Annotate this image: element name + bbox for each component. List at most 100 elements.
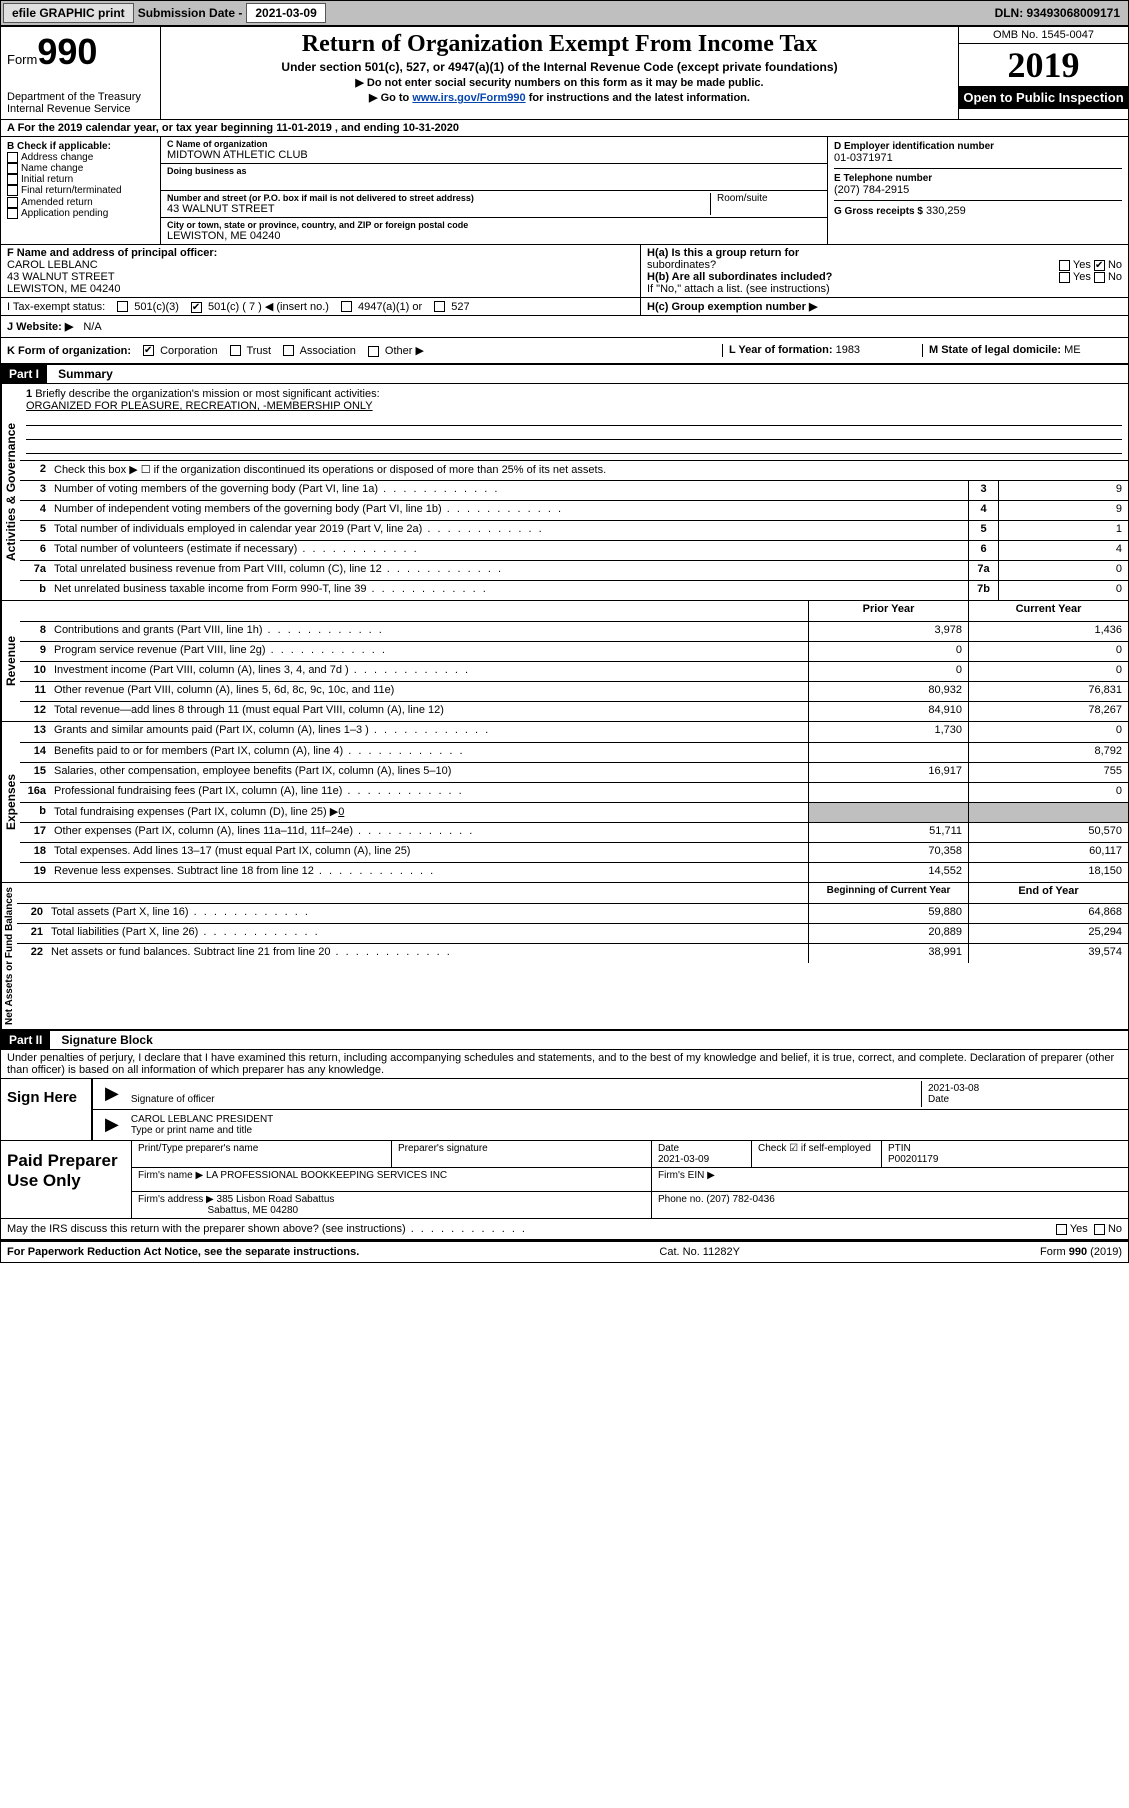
l15: Salaries, other compensation, employee b… <box>50 763 808 782</box>
opt-name-change: Name change <box>21 163 83 174</box>
Ha-no-chk[interactable] <box>1094 260 1105 271</box>
header-row: Form990 Department of the Treasury Inter… <box>1 27 1128 120</box>
I-501c-chk[interactable] <box>191 302 202 313</box>
col-Hc: H(c) Group exemption number ▶ <box>641 298 1128 315</box>
l2: Check this box ▶ ☐ if the organization d… <box>50 461 1128 480</box>
c17: 50,570 <box>968 823 1128 842</box>
K-assoc-chk[interactable] <box>283 345 294 356</box>
p21: 20,889 <box>808 924 968 943</box>
boy-hdr: Beginning of Current Year <box>808 883 968 903</box>
c16a: 0 <box>968 783 1128 802</box>
discuss-no-chk[interactable] <box>1094 1224 1105 1235</box>
arrow-icon: ▶ <box>99 1081 125 1107</box>
K-trust: Trust <box>246 345 271 357</box>
p19: 14,552 <box>808 863 968 882</box>
B-title: B Check if applicable: <box>7 141 154 152</box>
I-527-chk[interactable] <box>434 301 445 312</box>
note2-pre: ▶ Go to <box>369 92 412 104</box>
F-city: LEWISTON, ME 04240 <box>7 283 634 295</box>
l9: Program service revenue (Part VIII, line… <box>50 642 808 661</box>
J-value: N/A <box>83 321 101 333</box>
J-label: J Website: ▶ <box>7 320 73 333</box>
Hb-no: No <box>1108 271 1122 283</box>
part2-header: Part II Signature Block <box>1 1031 1128 1050</box>
chk-name-change[interactable] <box>7 163 18 174</box>
Hb-yes-chk[interactable] <box>1059 272 1070 283</box>
p15: 16,917 <box>808 763 968 782</box>
col-B: B Check if applicable: Address change Na… <box>1 137 161 244</box>
form-ref: Form 990 (2019) <box>1040 1246 1122 1258</box>
firm-phone: (207) 782-0436 <box>706 1194 774 1205</box>
form-number: 990 <box>37 31 97 72</box>
I-501c3-chk[interactable] <box>117 301 128 312</box>
row-IH: I Tax-exempt status: 501(c)(3) 501(c) ( … <box>1 298 1128 316</box>
p14 <box>808 743 968 762</box>
prep-date-val: 2021-03-09 <box>658 1154 709 1165</box>
l11: Other revenue (Part VIII, column (A), li… <box>50 682 808 701</box>
l1-value: ORGANIZED FOR PLEASURE, RECREATION, -MEM… <box>26 400 1122 412</box>
form-990: Form990 Department of the Treasury Inter… <box>0 26 1129 1263</box>
irs-link[interactable]: www.irs.gov/Form990 <box>412 92 525 104</box>
efile-print-button[interactable]: efile GRAPHIC print <box>3 3 134 23</box>
p12: 84,910 <box>808 702 968 721</box>
gross-value: 330,259 <box>926 205 966 217</box>
discuss-label: May the IRS discuss this return with the… <box>7 1223 1056 1235</box>
row-KLM: K Form of organization: Corporation Trus… <box>1 338 1128 365</box>
chk-initial-return[interactable] <box>7 174 18 185</box>
p11: 80,932 <box>808 682 968 701</box>
K-other-chk[interactable] <box>368 346 379 357</box>
discuss-row: May the IRS discuss this return with the… <box>1 1219 1128 1241</box>
Ha-sub: subordinates? <box>647 259 716 271</box>
c21: 25,294 <box>968 924 1128 943</box>
L-value: 1983 <box>836 344 860 356</box>
Hc-label: H(c) Group exemption number ▶ <box>647 301 817 313</box>
l12: Total revenue—add lines 8 through 11 (mu… <box>50 702 808 721</box>
chk-app-pending[interactable] <box>7 208 18 219</box>
dba-row: Doing business as <box>161 164 827 191</box>
opt-final-return: Final return/terminated <box>21 186 122 197</box>
section-BCDE: B Check if applicable: Address change Na… <box>1 137 1128 245</box>
l10: Investment income (Part VIII, column (A)… <box>50 662 808 681</box>
l17: Other expenses (Part IX, column (A), lin… <box>50 823 808 842</box>
c10: 0 <box>968 662 1128 681</box>
ptin-value: P00201179 <box>888 1154 938 1165</box>
cyr-hdr: Current Year <box>968 601 1128 621</box>
l8: Contributions and grants (Part VIII, lin… <box>50 622 808 641</box>
discuss-yes-chk[interactable] <box>1056 1224 1067 1235</box>
c22: 39,574 <box>968 944 1128 963</box>
prep-date-label: Date <box>658 1143 679 1154</box>
header-left: Form990 Department of the Treasury Inter… <box>1 27 161 119</box>
sign-here-row: Sign Here ▶ Signature of officer 2021-03… <box>1 1079 1128 1141</box>
vlabel-expenses: Expenses <box>1 722 20 882</box>
M-label: M State of legal domicile: <box>929 344 1061 356</box>
opt-amended: Amended return <box>21 197 93 208</box>
form-title: Return of Organization Exempt From Incom… <box>167 31 952 58</box>
discuss-yes: Yes <box>1070 1223 1088 1235</box>
Ha-label: H(a) Is this a group return for <box>647 247 799 259</box>
K-trust-chk[interactable] <box>230 345 241 356</box>
chk-amended[interactable] <box>7 197 18 208</box>
col-F: F Name and address of principal officer:… <box>1 245 641 297</box>
chk-final-return[interactable] <box>7 185 18 196</box>
I-4947-chk[interactable] <box>341 301 352 312</box>
sig-date-val: 2021-03-08 <box>928 1083 979 1094</box>
paid-preparer-label: Paid Preparer Use Only <box>1 1141 131 1218</box>
eoy-hdr: End of Year <box>968 883 1128 903</box>
group-expenses: Expenses 13Grants and similar amounts pa… <box>1 722 1128 883</box>
org-name-label: C Name of organization <box>167 139 821 149</box>
F-street: 43 WALNUT STREET <box>7 271 634 283</box>
l18: Total expenses. Add lines 13–17 (must eq… <box>50 843 808 862</box>
Hb-no-chk[interactable] <box>1094 272 1105 283</box>
tax-year: 2019 <box>959 44 1128 86</box>
dba-label: Doing business as <box>167 166 821 176</box>
Ha-yes-chk[interactable] <box>1059 260 1070 271</box>
arrow-icon-2: ▶ <box>99 1112 125 1138</box>
declaration: Under penalties of perjury, I declare th… <box>1 1050 1128 1079</box>
prep-name-label: Print/Type preparer's name <box>132 1141 392 1167</box>
chk-address-change[interactable] <box>7 152 18 163</box>
K-corp-chk[interactable] <box>143 345 154 356</box>
phone-label: E Telephone number <box>834 173 1122 184</box>
org-name: MIDTOWN ATHLETIC CLUB <box>167 149 821 161</box>
l16b-pre: Total fundraising expenses (Part IX, col… <box>54 806 338 818</box>
sig-officer-label: Signature of officer <box>131 1094 215 1105</box>
